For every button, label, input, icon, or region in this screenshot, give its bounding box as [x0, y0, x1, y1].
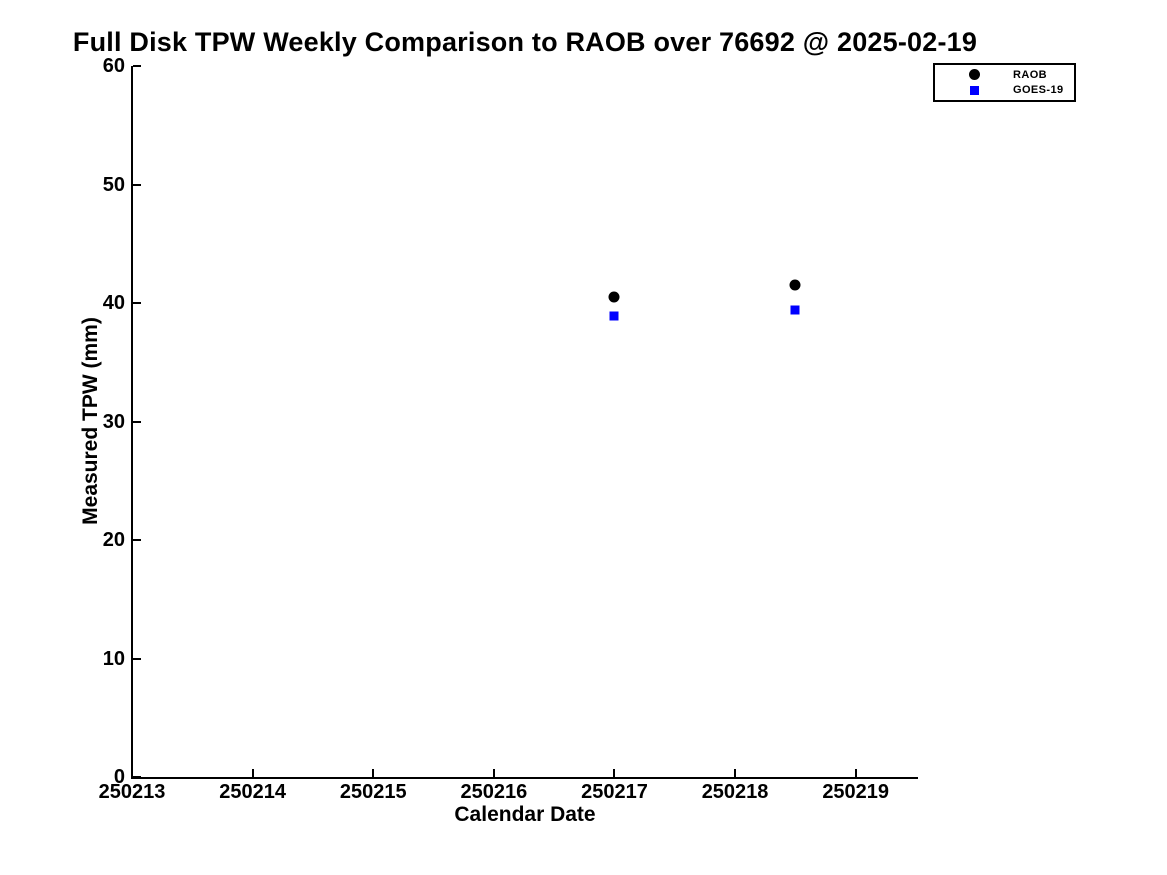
goes-19-data-point [790, 305, 800, 315]
y-tick-label: 50 [102, 173, 125, 196]
chart-title: Full Disk TPW Weekly Comparison to RAOB … [72, 27, 978, 57]
goes19-square-marker-icon [969, 85, 979, 95]
x-axis-line [131, 777, 918, 779]
y-tick-mark [133, 420, 141, 423]
y-tick-mark [133, 183, 141, 186]
x-tick-label: 250214 [219, 781, 286, 803]
x-tick-mark [131, 769, 133, 777]
y-tick-label: 40 [102, 292, 125, 314]
x-tick-label: 250218 [701, 781, 769, 803]
y-tick-mark [133, 65, 141, 67]
raob-data-point [608, 291, 620, 303]
x-tick-mark [251, 769, 254, 777]
legend-marker-cell [935, 85, 1013, 95]
x-axis-label: Calendar Date [454, 803, 596, 826]
raob-circle-marker-icon [968, 69, 980, 81]
x-tick-label: 250216 [460, 781, 528, 803]
y-tick-mark [133, 539, 141, 541]
y-tick-mark [133, 776, 141, 778]
y-tick-mark [133, 302, 141, 304]
y-tick-label: 0 [113, 766, 125, 788]
y-axis-label: Measured TPW (mm) [79, 317, 102, 525]
y-tick-label: 10 [102, 647, 125, 670]
legend-item-raob: RAOB [935, 67, 1074, 83]
y-tick-label: 30 [102, 410, 125, 433]
x-tick-mark [613, 769, 616, 777]
legend: RAOB GOES-19 [933, 63, 1076, 102]
y-tick-label: 20 [102, 529, 125, 551]
legend-label-raob: RAOB [1013, 68, 1047, 81]
legend-marker-cell [935, 69, 1013, 81]
y-tick-label: 60 [102, 55, 125, 77]
x-tick-mark [372, 769, 375, 777]
raob-data-point [789, 279, 801, 291]
y-axis-line [131, 66, 133, 779]
legend-item-goes19: GOES-19 [935, 83, 1074, 99]
goes-19-data-point [609, 311, 619, 321]
x-tick-mark [734, 769, 737, 777]
x-tick-label: 250219 [822, 781, 890, 803]
x-tick-mark [854, 769, 857, 777]
x-tick-label: 250217 [581, 781, 648, 803]
legend-label-goes19: GOES-19 [1013, 84, 1064, 97]
y-tick-mark [133, 657, 141, 660]
x-tick-label: 250215 [339, 781, 407, 803]
x-tick-mark [492, 769, 495, 777]
x-tick-label: 250213 [98, 781, 166, 803]
